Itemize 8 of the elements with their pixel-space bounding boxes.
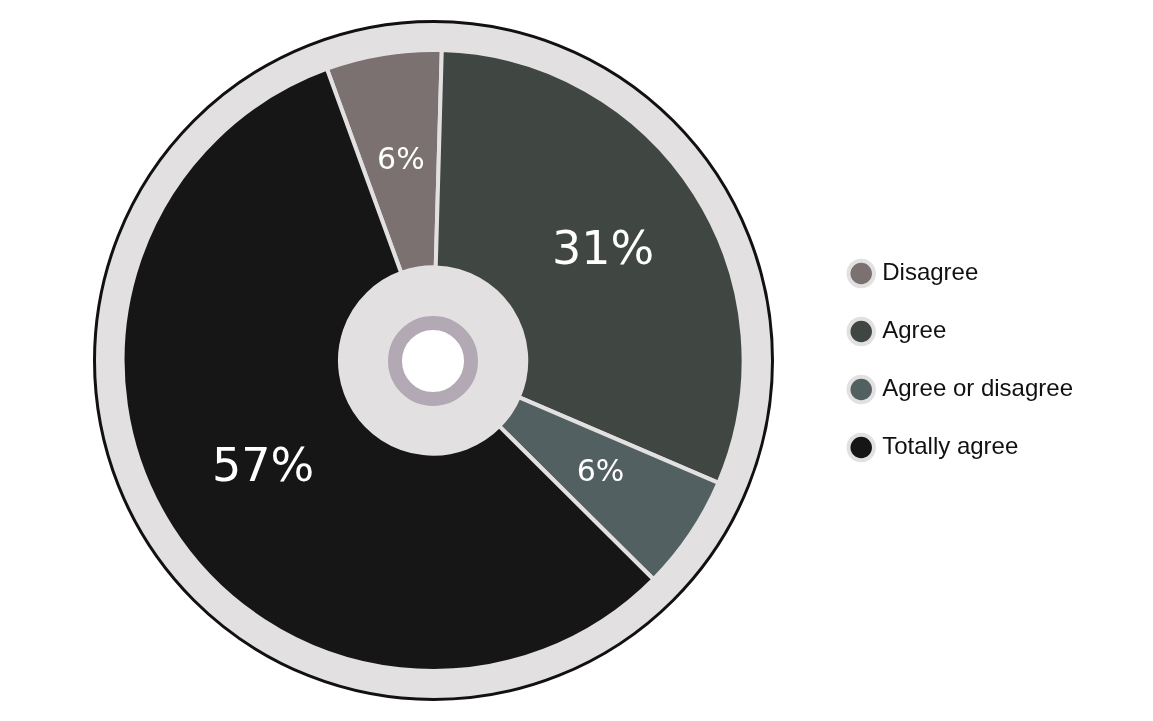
legend-label: Totally agree <box>882 432 1019 460</box>
data-label: 31% <box>552 220 655 275</box>
legend-label: Disagree <box>882 258 979 286</box>
data-label: 6% <box>576 453 625 489</box>
legend-label: Agree <box>882 316 947 344</box>
data-label: 57% <box>211 438 315 493</box>
legend-label: Agree or disagree <box>882 374 1073 402</box>
data-label: 6% <box>377 141 425 177</box>
